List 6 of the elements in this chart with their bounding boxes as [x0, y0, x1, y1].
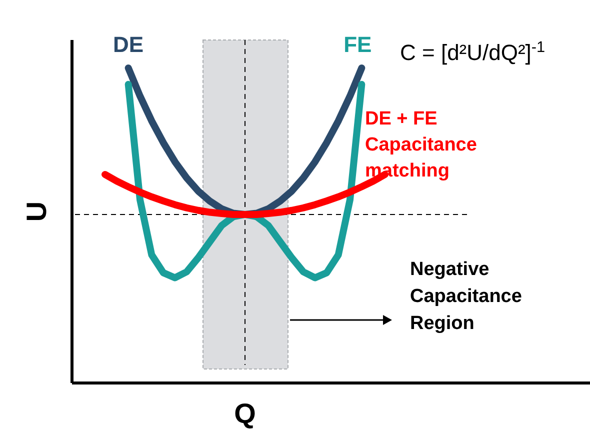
y-axis-title: U [21, 201, 52, 222]
x-axis-title: Q [234, 398, 256, 429]
text: C = [d²U/dQ²]$^{-1}$ [400, 38, 546, 65]
series-label: FE [344, 32, 372, 57]
text: Negative Capacitance Region [410, 259, 522, 334]
series-label: DE [113, 32, 144, 57]
